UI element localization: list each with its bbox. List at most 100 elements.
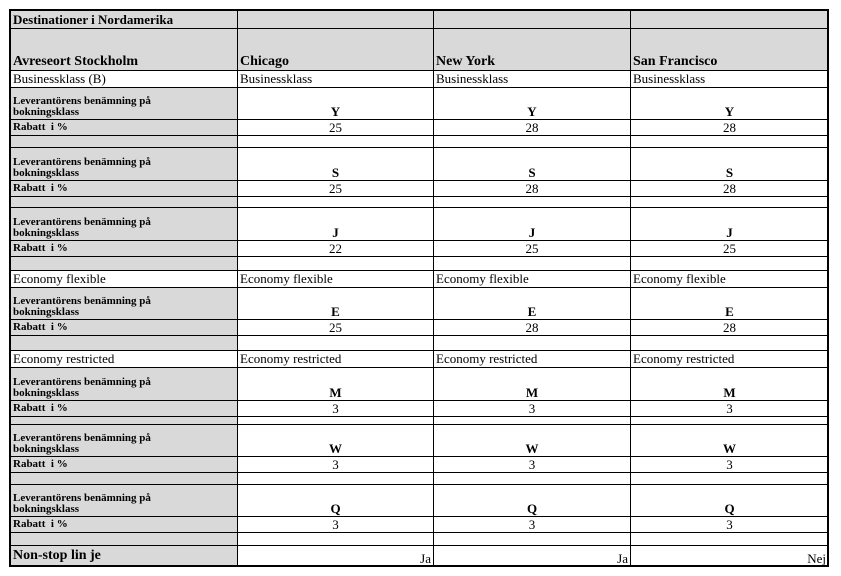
cell-text: Non-stop lin je (13, 547, 101, 563)
cell-text: Destinationer i Nordamerika (13, 11, 174, 27)
spacer-cell (433, 532, 631, 546)
discount-cell: 28 (630, 319, 829, 336)
code-cell: J (433, 207, 631, 241)
row-label: Leverantörens benämning på bokningsklass (10, 424, 238, 457)
cell-text: Economy flexible (240, 271, 333, 287)
cell-text: Rabatt i % (13, 401, 68, 414)
cell-text: Q (526, 501, 538, 517)
discount-cell: 22 (237, 240, 434, 257)
cell-text: Economy flexible (436, 271, 529, 287)
spacer-cell (630, 532, 829, 546)
discount-cell: 3 (433, 456, 631, 473)
class-cell: Economy restricted (630, 350, 829, 368)
cell-text: Leverantörens benämning på bokningsklass (13, 431, 151, 456)
cell-text: W (525, 441, 539, 457)
class-cell: Businessklass (630, 70, 829, 88)
row-label: Rabatt i % (10, 180, 238, 197)
spacer-cell (630, 256, 829, 271)
code-cell: W (630, 424, 829, 457)
discount-cell: 28 (630, 119, 829, 136)
cell-text: 3 (332, 400, 339, 416)
row-label: Rabatt i % (10, 240, 238, 257)
cell-text: M (329, 385, 342, 401)
cell-text: 25 (525, 240, 539, 256)
cell-text: 28 (723, 319, 736, 335)
class-cell: Economy flexible (433, 270, 631, 288)
row-label: Non-stop lin je (10, 545, 238, 567)
cell-text: Economy flexible (633, 271, 726, 287)
class-cell: Economy flexible (237, 270, 434, 288)
empty-cell (433, 10, 631, 29)
cell-text: 28 (723, 180, 736, 196)
discount-cell: 25 (237, 319, 434, 336)
class-label: Businessklass (B) (10, 70, 238, 88)
header-cell: Chicago (237, 28, 434, 71)
spacer-cell (10, 532, 238, 546)
cell-text: 28 (525, 180, 539, 196)
cell-text: Businessklass (436, 71, 509, 87)
code-cell: M (237, 367, 434, 401)
code-cell: J (237, 207, 434, 241)
code-cell: S (630, 147, 829, 181)
cell-text: Rabatt i % (13, 457, 68, 470)
cell-text: Economy restricted (436, 351, 538, 367)
spacer-cell (630, 335, 829, 351)
class-cell: Businessklass (433, 70, 631, 88)
row-label: Rabatt i % (10, 119, 238, 136)
row-label: Leverantörens benämning på bokningsklass (10, 287, 238, 320)
row-label: Leverantörens benämning på bokningsklass (10, 367, 238, 401)
code-cell: Q (237, 484, 434, 517)
cell-text: J (726, 225, 733, 241)
header-cell: Avreseort Stockholm (10, 28, 238, 71)
row-label: Leverantörens benämning på bokningsklass (10, 87, 238, 120)
cell-text: S (331, 165, 340, 181)
cell-text: Economy flexible (13, 271, 106, 287)
nonstop-cell: Ja (237, 545, 434, 567)
cell-text: New York (436, 54, 495, 70)
code-cell: Y (237, 87, 434, 120)
cell-text: Chicago (240, 54, 289, 70)
row-label: Leverantörens benämning på bokningsklass (10, 147, 238, 181)
discount-cell: 3 (630, 516, 829, 533)
cell-text: S (528, 165, 536, 181)
cell-text: Rabatt i % (13, 517, 68, 530)
cell-text: Businessklass (240, 71, 313, 87)
cell-text: E (331, 304, 340, 320)
cell-text: Rabatt i % (13, 241, 68, 254)
discount-cell: 3 (433, 400, 631, 417)
cell-text: 3 (332, 456, 339, 472)
cell-text: Y (527, 104, 537, 120)
cell-text: Economy restricted (633, 351, 735, 367)
cell-text: 3 (726, 456, 733, 472)
cell-text: Y (724, 104, 735, 120)
cell-text: Avreseort Stockholm (13, 54, 139, 70)
class-cell: Economy restricted (237, 350, 434, 368)
row-label: Rabatt i % (10, 456, 238, 473)
discount-cell: 3 (630, 456, 829, 473)
empty-cell (630, 10, 829, 29)
spacer-cell (237, 256, 434, 271)
class-cell: Economy restricted (433, 350, 631, 368)
row-label: Rabatt i % (10, 400, 238, 417)
cell-text: E (527, 304, 537, 320)
class-label: Economy restricted (10, 350, 238, 368)
discount-cell: 3 (433, 516, 631, 533)
code-cell: M (630, 367, 829, 401)
cell-text: S (725, 165, 734, 181)
empty-cell (237, 10, 434, 29)
cell-text: E (725, 304, 734, 320)
row-label: Leverantörens benämning på bokningsklass (10, 207, 238, 241)
spacer-cell (237, 335, 434, 351)
discount-cell: 3 (630, 400, 829, 417)
spacer-cell (237, 532, 434, 546)
row-label: Rabatt i % (10, 516, 238, 533)
cell-text: 28 (723, 119, 736, 135)
discount-cell: 25 (630, 240, 829, 257)
discount-cell: 28 (630, 180, 829, 197)
cell-text: Ja (617, 551, 628, 567)
header-cell: San Francisco (630, 28, 829, 71)
cell-text: Rabatt i % (13, 120, 68, 133)
cell-text: Leverantörens benämning på bokningsklass (13, 155, 151, 180)
cell-text: Leverantörens benämning på bokningsklass (13, 215, 151, 240)
